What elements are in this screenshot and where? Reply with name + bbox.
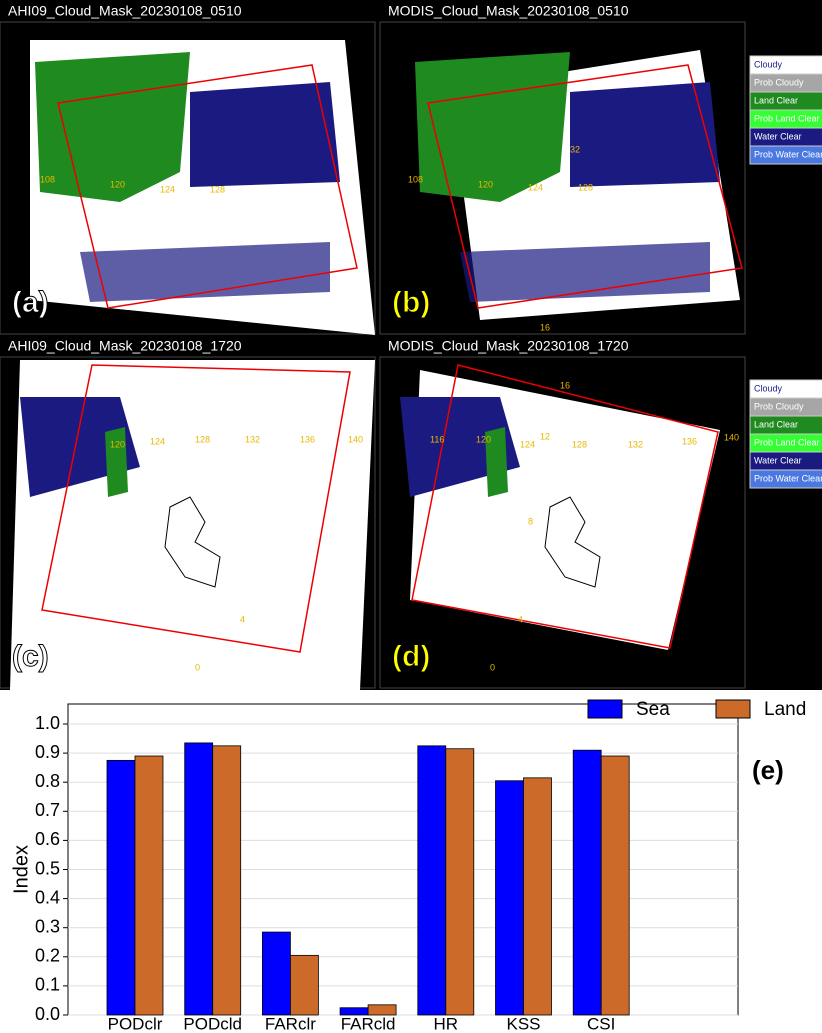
map-grid-label: 140 bbox=[348, 434, 363, 444]
map-grid-label: 16 bbox=[540, 322, 550, 332]
legend-label: Land Clear bbox=[754, 95, 798, 105]
legend-label: Prob Water Clear bbox=[754, 473, 822, 483]
legend-label: Prob Cloudy bbox=[754, 77, 804, 87]
chart-annotation: (e) bbox=[752, 755, 784, 785]
map-grid-label: 124 bbox=[520, 439, 535, 449]
legend-label: Sea bbox=[636, 699, 670, 720]
bar bbox=[340, 1008, 368, 1015]
y-tick-label: 0.0 bbox=[35, 1004, 60, 1024]
map-grid-label: 12 bbox=[540, 431, 550, 441]
x-tick-label: KSS bbox=[506, 1014, 540, 1033]
map-grid-label: 120 bbox=[110, 439, 125, 449]
figure: AHI09_Cloud_Mask_20230108_05101081201241… bbox=[0, 0, 822, 1033]
map-grid-label: 128 bbox=[195, 434, 210, 444]
map-title: AHI09_Cloud_Mask_20230108_1720 bbox=[8, 338, 242, 354]
y-tick-label: 0.6 bbox=[35, 829, 60, 849]
bar bbox=[368, 1005, 396, 1015]
map-grid-label: 116 bbox=[430, 434, 444, 444]
bar bbox=[524, 778, 552, 1015]
map-grid-label: 128 bbox=[572, 439, 587, 449]
bar bbox=[107, 760, 135, 1015]
map-grid-label: 124 bbox=[160, 184, 175, 194]
map-grid-label: 136 bbox=[682, 436, 697, 446]
map-grid-label: 8 bbox=[528, 516, 533, 526]
panel-letter: (d) bbox=[392, 640, 430, 673]
y-tick-label: 1.0 bbox=[35, 713, 60, 733]
bar bbox=[262, 932, 290, 1015]
legend-swatch bbox=[716, 700, 750, 718]
map-grid-label: 124 bbox=[150, 436, 165, 446]
x-tick-label: CSI bbox=[587, 1014, 615, 1033]
legend-label: Prob Land Clear bbox=[754, 113, 820, 123]
plot-area bbox=[68, 704, 738, 1015]
x-tick-label: FARcld bbox=[341, 1014, 396, 1033]
y-tick-label: 0.7 bbox=[35, 800, 60, 820]
y-tick-label: 0.3 bbox=[35, 916, 60, 936]
map-title: MODIS_Cloud_Mask_20230108_0510 bbox=[388, 3, 629, 19]
legend-label: Water Clear bbox=[754, 455, 802, 465]
map-water bbox=[190, 82, 340, 187]
map-grid-label: 4 bbox=[240, 614, 245, 624]
legend-label: Cloudy bbox=[754, 383, 783, 393]
y-tick-label: 0.1 bbox=[35, 975, 60, 995]
bar bbox=[135, 756, 163, 1015]
map-grid-label: 0 bbox=[490, 662, 495, 672]
bar bbox=[446, 749, 474, 1015]
panel-letter: (c) bbox=[12, 640, 49, 673]
map-grid-label: 128 bbox=[210, 184, 225, 194]
map-grid-label: 0 bbox=[195, 662, 200, 672]
map-grid-label: 120 bbox=[110, 179, 125, 189]
legend-label: Prob Cloudy bbox=[754, 401, 804, 411]
map-grid-label: 120 bbox=[478, 179, 493, 189]
map-grid-label: 108 bbox=[408, 174, 423, 184]
legend-label: Cloudy bbox=[754, 59, 783, 69]
bar bbox=[418, 746, 446, 1015]
map-grid-label: 132 bbox=[628, 439, 643, 449]
x-tick-label: HR bbox=[434, 1014, 459, 1033]
y-tick-label: 0.2 bbox=[35, 946, 60, 966]
map-grid-label: 124 bbox=[528, 182, 543, 192]
map-grid-label: 120 bbox=[476, 434, 491, 444]
map-water bbox=[570, 82, 720, 187]
panel-letter: (b) bbox=[392, 286, 430, 319]
legend-label: Land bbox=[764, 699, 806, 720]
map-grid-label: 136 bbox=[300, 434, 315, 444]
map-water bbox=[460, 242, 710, 302]
map-grid-label: 128 bbox=[578, 182, 593, 192]
x-tick-label: PODcld bbox=[183, 1014, 242, 1033]
y-tick-label: 0.4 bbox=[35, 887, 60, 907]
map-grid-label: 132 bbox=[245, 434, 260, 444]
x-tick-label: FARclr bbox=[265, 1014, 316, 1033]
map-title: AHI09_Cloud_Mask_20230108_0510 bbox=[8, 3, 242, 19]
bar bbox=[290, 955, 318, 1015]
bar bbox=[185, 743, 213, 1015]
map-title: MODIS_Cloud_Mask_20230108_1720 bbox=[388, 338, 629, 354]
legend-label: Land Clear bbox=[754, 419, 798, 429]
legend-swatch bbox=[588, 700, 622, 718]
legend-label: Prob Water Clear bbox=[754, 149, 822, 159]
y-tick-label: 0.9 bbox=[35, 742, 60, 762]
map-grid-label: 4 bbox=[518, 614, 523, 624]
map-land bbox=[105, 427, 128, 497]
bar bbox=[496, 781, 524, 1015]
x-tick-label: PODclr bbox=[108, 1014, 163, 1033]
legend-label: Water Clear bbox=[754, 131, 802, 141]
bar bbox=[601, 756, 629, 1015]
map-grid-label: 16 bbox=[560, 380, 570, 390]
legend: Cloudy Prob Cloudy Land Clear Prob Land Cle… bbox=[750, 380, 822, 488]
y-axis-label: Index bbox=[10, 845, 32, 894]
bar bbox=[213, 746, 241, 1015]
map-grid-label: 32 bbox=[570, 144, 580, 154]
map-grid-label: 140 bbox=[724, 432, 739, 442]
y-tick-label: 0.8 bbox=[35, 771, 60, 791]
map-grid-label: 108 bbox=[40, 174, 55, 184]
bar bbox=[573, 750, 601, 1015]
legend: Cloudy Prob Cloudy Land Clear Prob Land Cle… bbox=[750, 56, 822, 164]
legend-label: Prob Land Clear bbox=[754, 437, 820, 447]
panel-letter: (a) bbox=[12, 286, 49, 319]
y-tick-label: 0.5 bbox=[35, 858, 60, 878]
